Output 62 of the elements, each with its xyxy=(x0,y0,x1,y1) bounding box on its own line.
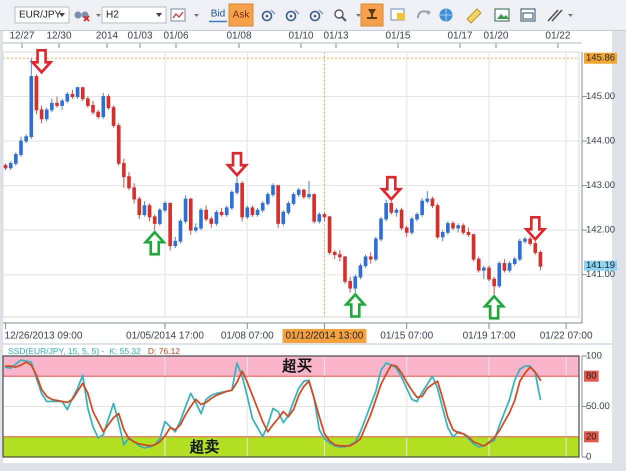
text: 01/03 xyxy=(127,30,153,42)
ref-line-label: 80 xyxy=(584,370,599,382)
candlestick xyxy=(451,220,455,231)
candlestick xyxy=(430,196,434,208)
y-tick-label: 50.00 xyxy=(586,401,610,412)
candlestick xyxy=(240,180,244,222)
candlestick xyxy=(184,195,188,224)
y-tick-label: 145.00 xyxy=(586,91,616,102)
x-tick-label: 01/15 07:00 xyxy=(380,330,434,342)
band-label: 超买 xyxy=(280,358,312,375)
candlestick xyxy=(276,184,280,228)
candlestick xyxy=(220,207,224,218)
text: 01/06 xyxy=(163,30,189,42)
toolbar: EUR/JPY H2 Bid Ask xyxy=(0,0,626,31)
candlestick xyxy=(482,265,486,280)
y-tick-label: 0 xyxy=(586,452,592,462)
y-tick-label: 143.00 xyxy=(586,180,616,192)
candlestick xyxy=(368,252,373,264)
candlestick xyxy=(142,200,146,218)
candlestick xyxy=(456,223,460,233)
band-label: 超卖 xyxy=(188,438,220,456)
candlestick xyxy=(302,188,306,200)
candlestick xyxy=(322,212,326,222)
candlestick xyxy=(214,210,218,226)
text: 01/10 xyxy=(288,30,314,42)
price-label: 141.19 xyxy=(584,260,618,272)
text: 01/20 xyxy=(483,30,509,42)
candlestick xyxy=(76,86,80,100)
candlestick xyxy=(502,258,506,273)
candlestick xyxy=(4,162,8,170)
ref-line-label: 145.86 xyxy=(584,52,618,64)
x-tick-label: 01/05/2014 17:00 xyxy=(126,330,204,342)
ref-line-label: 20 xyxy=(584,431,599,442)
x-tick-label: 01/22 07:00 xyxy=(540,330,593,342)
text: 01/08 xyxy=(226,30,252,42)
text: 01/22 xyxy=(545,30,571,42)
legend: K: 55.32 D: 76.12 xyxy=(109,346,180,356)
text: 01/13 xyxy=(323,30,349,42)
candlestick xyxy=(34,74,38,115)
y-tick-label: 142.00 xyxy=(586,224,616,236)
y-tick-label: 141.00 xyxy=(586,269,616,280)
candlestick xyxy=(55,96,59,108)
text: 01/15 xyxy=(385,30,411,42)
x-tick-label: 01/19 17:00 xyxy=(462,330,516,342)
x-tick-label: 01/12/2014 13:00 xyxy=(286,330,364,342)
y-tick-label: 144.00 xyxy=(586,136,616,147)
candlestick xyxy=(106,94,110,110)
text: 12/26/2013 09:00 xyxy=(4,330,83,342)
chart-title: SSD(EUR/JPY, 15, 5, 5) - xyxy=(8,346,104,356)
candlestick xyxy=(70,89,74,100)
candlestick xyxy=(250,205,254,218)
y-tick-label: 100 xyxy=(586,350,602,362)
candlestick xyxy=(317,212,322,224)
candlestick xyxy=(40,105,44,124)
candlestick xyxy=(364,254,368,268)
text: 12/30 xyxy=(46,30,72,42)
text: 2014 xyxy=(96,30,119,42)
candlestick xyxy=(307,180,311,200)
text: 01/17 xyxy=(447,30,473,42)
candlestick xyxy=(394,207,398,218)
x-tick-label: 01/08 07:00 xyxy=(220,330,274,342)
text: 12/27 xyxy=(9,30,35,42)
